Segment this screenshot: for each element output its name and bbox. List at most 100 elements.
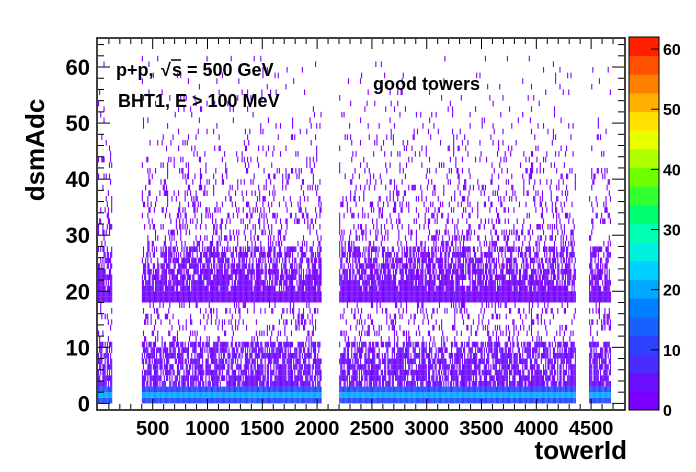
- heatmap-cell: [397, 336, 399, 342]
- heatmap-cell: [353, 313, 355, 320]
- heatmap-cell: [153, 392, 155, 398]
- heatmap-cell: [304, 319, 306, 325]
- heatmap-cell: [276, 375, 278, 381]
- heatmap-cell: [372, 201, 374, 208]
- heatmap-cell: [208, 263, 210, 269]
- heatmap-cell: [157, 235, 159, 241]
- heatmap-cell: [150, 369, 152, 376]
- heatmap-cell: [243, 392, 245, 398]
- heatmap-cell: [172, 347, 174, 353]
- heatmap-cell: [340, 285, 342, 292]
- heatmap-cell: [213, 358, 215, 365]
- heatmap-cell: [239, 280, 241, 286]
- heatmap-cell: [267, 358, 269, 365]
- heatmap-cell: [389, 274, 391, 281]
- heatmap-cell: [141, 257, 143, 264]
- heatmap-cell: [142, 296, 145, 303]
- heatmap-cell: [386, 291, 388, 297]
- heatmap-cell: [359, 296, 362, 303]
- heatmap-cell: [163, 341, 165, 348]
- heatmap-cell: [312, 173, 314, 180]
- heatmap-cell: [185, 319, 187, 325]
- heatmap-cell: [178, 369, 180, 376]
- heatmap-cell: [308, 352, 310, 359]
- heatmap-cell: [295, 151, 297, 157]
- heatmap-cell: [236, 285, 238, 292]
- heatmap-cell: [167, 369, 169, 376]
- heatmap-cell: [354, 364, 356, 370]
- heatmap-cell: [228, 375, 230, 381]
- heatmap-cell: [186, 369, 188, 376]
- heatmap-cell: [380, 179, 382, 185]
- heatmap-cell: [301, 313, 303, 320]
- heatmap-cell: [105, 347, 107, 353]
- heatmap-cell: [350, 263, 352, 269]
- heatmap-cell: [260, 364, 262, 370]
- heatmap-cell: [395, 274, 397, 281]
- heatmap-cell: [176, 336, 179, 342]
- heatmap-cell: [271, 358, 273, 365]
- heatmap-cell: [376, 380, 378, 387]
- heatmap-cell: [379, 207, 381, 213]
- heatmap-cell: [366, 296, 368, 303]
- heatmap-cell: [304, 280, 306, 286]
- heatmap-cell: [276, 352, 278, 359]
- heatmap-cell: [307, 296, 309, 303]
- heatmap-cell: [199, 341, 202, 348]
- heatmap-cell: [379, 364, 381, 370]
- heatmap-cell: [264, 280, 266, 286]
- heatmap-cell: [192, 330, 194, 337]
- heatmap-cell: [365, 375, 367, 381]
- heatmap-cell: [190, 386, 192, 393]
- heatmap-cell: [296, 380, 298, 387]
- heatmap-cell: [111, 347, 113, 353]
- heatmap-cell: [260, 280, 262, 286]
- heatmap-cell: [238, 257, 240, 264]
- heatmap-cell: [202, 240, 204, 247]
- heatmap-cell: [282, 386, 284, 393]
- heatmap-cell: [214, 364, 216, 370]
- heatmap-cell: [370, 392, 373, 398]
- heatmap-cell: [390, 179, 392, 185]
- heatmap-cell: [104, 274, 106, 281]
- heatmap-cell: [242, 291, 244, 297]
- heatmap-cell: [178, 128, 180, 135]
- heatmap-cell: [193, 195, 195, 202]
- heatmap-cell: [238, 369, 240, 376]
- heatmap-cell: [203, 397, 205, 404]
- heatmap-cell: [180, 364, 182, 370]
- heatmap-cell: [309, 291, 311, 297]
- heatmap-cell: [346, 207, 348, 213]
- heatmap-cell: [227, 296, 229, 303]
- heatmap-cell: [197, 263, 199, 269]
- heatmap-cell: [103, 352, 105, 359]
- heatmap-cell: [368, 257, 370, 264]
- heatmap-cell: [379, 380, 381, 387]
- heatmap-cell: [142, 263, 145, 269]
- heatmap-cell: [318, 341, 320, 348]
- heatmap-cell: [197, 268, 199, 275]
- heatmap-cell: [290, 268, 293, 275]
- heatmap-cell: [244, 280, 246, 286]
- heatmap-cell: [224, 364, 226, 370]
- heatmap-cell: [240, 296, 242, 303]
- heatmap-cell: [298, 268, 300, 275]
- heatmap-cell: [298, 386, 300, 393]
- heatmap-cell: [271, 386, 273, 393]
- heatmap-cell: [151, 218, 153, 224]
- heatmap-cell: [182, 207, 184, 213]
- heatmap-cell: [352, 369, 354, 376]
- heatmap-cell: [396, 252, 398, 258]
- heatmap-cell: [157, 336, 159, 342]
- heatmap-cell: [366, 330, 368, 337]
- heatmap-cell: [277, 397, 279, 404]
- heatmap-cell: [185, 386, 187, 393]
- heatmap-cell: [372, 280, 374, 286]
- heatmap-cell: [374, 291, 376, 297]
- heatmap-cell: [267, 117, 269, 124]
- heatmap-cell: [396, 184, 398, 191]
- heatmap-cell: [286, 280, 288, 286]
- heatmap-cell: [196, 280, 198, 286]
- heatmap-cell: [374, 375, 376, 381]
- heatmap-cell: [380, 229, 382, 236]
